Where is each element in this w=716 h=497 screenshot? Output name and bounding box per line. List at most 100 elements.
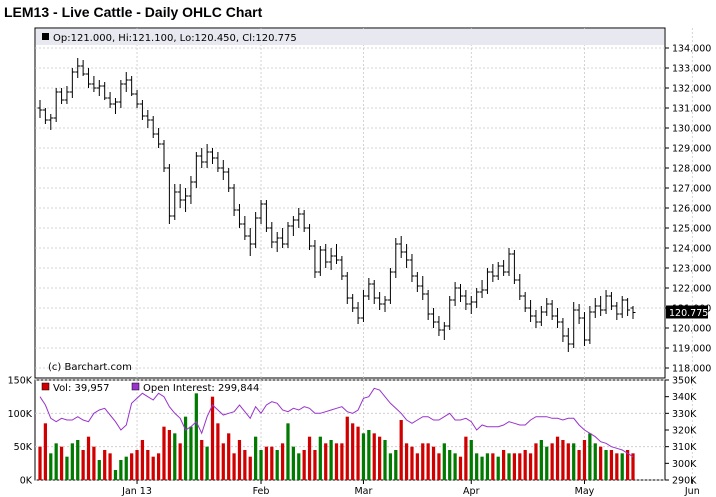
ohlc-bar [118, 80, 124, 108]
volume-bar [464, 436, 468, 480]
price-tick-label: 128.000 [672, 164, 711, 175]
volume-bar [291, 446, 295, 480]
price-tick-label: 131.000 [672, 104, 711, 115]
volume-tick-label: 100K [8, 409, 33, 420]
ohlc-bar [307, 224, 313, 250]
volume-bar [582, 440, 587, 480]
ohlc-readout: Op:121.000, Hi:121.100, Lo:120.450, Cl:1… [53, 33, 297, 44]
volume-bar [599, 446, 603, 480]
ohlc-bar [360, 290, 366, 322]
ohlc-bar [145, 110, 151, 128]
ohlc-legend-swatch [42, 33, 49, 40]
volume-bar [572, 443, 576, 480]
ohlc-bar [183, 188, 189, 212]
ohlc-bar [625, 298, 631, 316]
volume-bar [437, 453, 441, 480]
volume-bar [507, 453, 511, 480]
volume-bar [566, 443, 570, 480]
ohlc-bar [134, 90, 140, 108]
volume-bar [415, 453, 419, 480]
ohlc-bar [91, 76, 97, 92]
volume-bar [38, 446, 42, 480]
ohlc-bar [436, 316, 442, 336]
ohlc-bar [528, 300, 534, 322]
price-tick-label: 133.000 [672, 64, 711, 75]
volume-bar [550, 443, 554, 480]
ohlc-bar [522, 292, 528, 312]
volume-bar [49, 453, 53, 480]
ohlc-bar [172, 184, 178, 220]
ohlc-bar [69, 68, 75, 98]
ohlc-bar [619, 296, 625, 318]
volume-bar [480, 456, 484, 480]
open-interest-readout: Open Interest: 299,844 [143, 383, 259, 394]
ohlc-bar [139, 100, 145, 120]
ohlc-bar [42, 108, 48, 124]
volume-bar [286, 423, 290, 480]
volume-bar [140, 440, 145, 480]
ohlc-bar [571, 302, 577, 348]
volume-bar [334, 443, 339, 480]
ohlc-bar [404, 244, 410, 268]
ohlc-bar [220, 160, 226, 180]
volume-bar [302, 450, 306, 480]
volume-bar [97, 460, 101, 480]
price-tick-label: 126.000 [672, 204, 711, 215]
price-tick-label: 127.000 [672, 184, 711, 195]
ohlc-bar [598, 296, 604, 316]
volume-bar [280, 443, 285, 480]
watermark: (c) Barchart.com [48, 362, 132, 373]
volume-bar [453, 453, 457, 480]
ohlc-bar [614, 302, 620, 320]
ohlc-bar [431, 308, 437, 328]
ohlc-bar [269, 222, 275, 248]
volume-tick-label: 150K [8, 376, 33, 387]
price-panel [34, 27, 666, 379]
ohlc-bar [366, 278, 372, 300]
ohlc-bar [463, 290, 469, 310]
volume-bar [243, 450, 247, 480]
volume-bar [485, 453, 490, 480]
volume-bar [216, 423, 220, 480]
ohlc-bar [371, 280, 377, 304]
ohlc-bar [102, 82, 108, 100]
ohlc-bar [581, 312, 587, 346]
price-tick-label: 132.000 [672, 84, 711, 95]
ohlc-bar [156, 128, 162, 148]
volume-bar [275, 450, 279, 480]
volume-bar [620, 453, 624, 480]
ohlc-bar [398, 236, 404, 258]
volume-bar [307, 436, 312, 480]
ohlc-bar [565, 328, 571, 352]
volume-tick-label: 50K [14, 442, 33, 453]
volume-bars [38, 393, 635, 480]
ohlc-bar [538, 306, 544, 326]
ohlc-bar [96, 80, 102, 96]
ohlc-bar [544, 298, 550, 316]
ohlc-bar [37, 100, 43, 118]
ohlc-bar [334, 244, 339, 264]
volume-bar [205, 446, 209, 480]
ohlc-bar [560, 318, 566, 342]
volume-bar [162, 426, 166, 480]
volume-bar [329, 440, 333, 480]
ohlc-bar [323, 244, 329, 268]
volume-bar [221, 443, 225, 480]
volume-bar [237, 440, 242, 480]
ohlc-bar [199, 148, 205, 168]
ohlc-bar [484, 268, 490, 294]
ohlc-bar [344, 272, 350, 304]
last-price-label: 120.775 [669, 308, 708, 319]
ohlc-bar [441, 322, 447, 340]
ohlc-bar [226, 168, 232, 192]
volume-bar [367, 430, 371, 480]
volume-bar [539, 440, 543, 480]
ohlc-bar [317, 246, 323, 276]
ohlc-bar [479, 280, 485, 298]
ohlc-bar [48, 114, 54, 130]
volume-bar [178, 443, 182, 480]
open-interest-line [39, 387, 634, 458]
ohlc-bar [242, 216, 248, 240]
ohlc-bar [474, 288, 480, 308]
ohlc-bar [377, 292, 383, 310]
